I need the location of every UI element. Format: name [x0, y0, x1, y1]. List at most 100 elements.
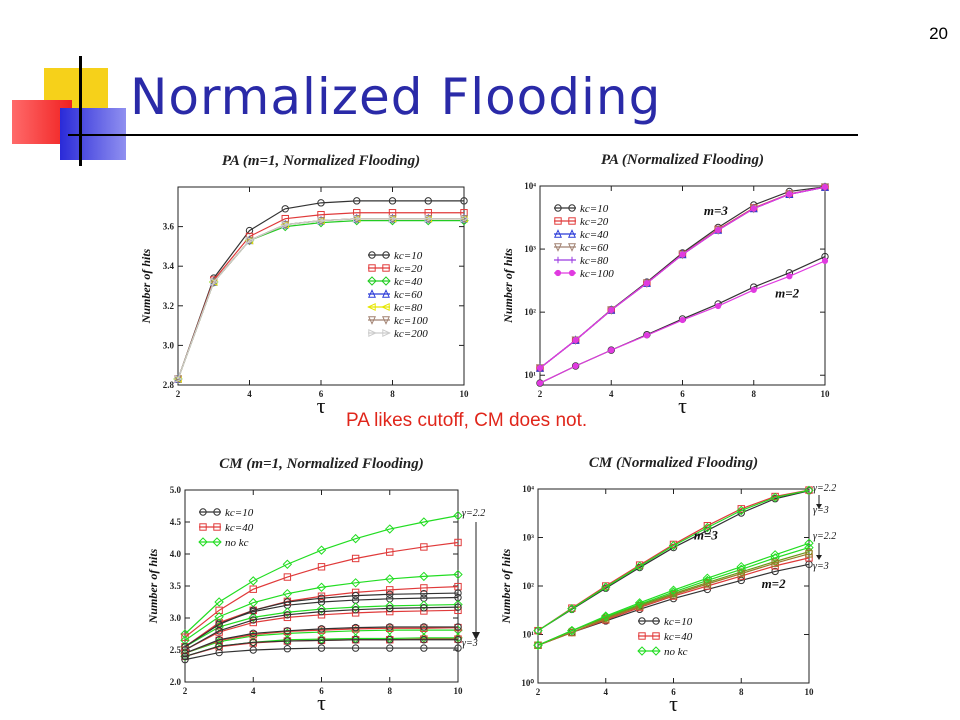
legend-label: kc=60 — [580, 242, 609, 254]
data-point — [317, 625, 326, 633]
legend-entry: kc=20 — [368, 263, 423, 275]
x-tick-label: 4 — [604, 687, 609, 697]
y-tick-label: 2.8 — [163, 380, 175, 390]
data-point — [454, 603, 462, 611]
annotation: γ=3 — [462, 638, 478, 649]
data-point — [669, 591, 678, 599]
x-tick-label: 8 — [752, 389, 757, 399]
deco-vertical-line — [79, 56, 82, 166]
data-point — [804, 542, 814, 553]
data-point — [317, 636, 326, 645]
chart-title: CM (Normalized Flooding) — [589, 455, 758, 471]
data-point — [454, 623, 462, 631]
legend-marker — [554, 204, 562, 212]
legend-entry: kc=100 — [554, 268, 614, 280]
data-point — [460, 214, 469, 223]
y-tick-label: 4.5 — [170, 517, 182, 527]
data-point — [419, 600, 429, 610]
legend-marker — [212, 537, 222, 547]
y-tick-label: 2.5 — [170, 645, 182, 655]
legend-marker — [638, 632, 646, 640]
chart-title: CM (m=1, Normalized Flooding) — [219, 456, 423, 472]
data-point — [214, 597, 224, 607]
series-unlabeled-7 — [534, 486, 813, 635]
slide-title: Normalized Flooding — [130, 68, 662, 126]
series-line — [537, 489, 810, 632]
y-axis-label: Number of hits — [499, 548, 513, 624]
data-point — [281, 220, 291, 229]
legend-entry: no kc — [198, 537, 249, 549]
chart-title: PA (Normalized Flooding) — [601, 152, 764, 168]
legend-label: kc=100 — [580, 268, 614, 280]
x-tick-label: 2 — [183, 686, 188, 696]
data-point — [215, 648, 223, 657]
data-point — [249, 618, 257, 627]
series-unlabeled-5 — [180, 599, 463, 652]
series-unlabeled-3 — [181, 538, 462, 641]
data-point — [750, 205, 757, 212]
data-point — [643, 280, 650, 287]
legend-marker — [382, 316, 390, 325]
y-axis-label: Number of hits — [146, 548, 160, 624]
series-no-kc — [180, 510, 463, 639]
data-point — [821, 257, 829, 264]
legend-entry: kc=80 — [367, 302, 423, 314]
legend-label: kc=10 — [664, 616, 693, 628]
legend-marker — [638, 617, 646, 625]
data-point — [770, 492, 780, 503]
data-point — [643, 332, 650, 339]
y-tick-label: 10¹ — [524, 370, 536, 380]
legend-label: kc=20 — [394, 263, 423, 275]
data-point — [805, 550, 813, 558]
data-point — [317, 607, 326, 616]
data-point — [419, 571, 429, 582]
y-axis-label: Number of hits — [139, 248, 153, 324]
data-point — [715, 302, 722, 310]
data-point — [351, 591, 360, 600]
y-tick-label: 3.4 — [163, 261, 175, 271]
legend-marker — [382, 264, 390, 272]
legend-marker — [382, 329, 391, 337]
data-point — [353, 197, 361, 205]
data-point — [245, 236, 255, 245]
legend-marker — [382, 289, 390, 298]
data-point — [420, 543, 428, 551]
data-point — [608, 306, 615, 314]
data-point — [454, 636, 462, 644]
data-point — [317, 563, 326, 571]
data-point — [351, 623, 360, 632]
x-tick-label: 4 — [251, 686, 256, 696]
x-axis-label: τ — [669, 691, 678, 716]
legend-marker — [568, 256, 576, 264]
data-point — [536, 379, 544, 387]
slide-number: 20 — [929, 24, 948, 43]
x-tick-label: 6 — [680, 389, 685, 399]
legend-marker — [368, 289, 376, 298]
x-axis-label: τ — [317, 393, 326, 418]
y-tick-label: 3.2 — [163, 301, 175, 311]
y-tick-label: 10⁴ — [524, 181, 536, 191]
y-tick-label: 3.0 — [163, 340, 175, 350]
series-line — [184, 626, 458, 654]
series-line — [184, 541, 459, 638]
legend-marker — [368, 329, 377, 337]
data-point — [679, 251, 686, 258]
data-point — [786, 191, 793, 198]
series-unlabeled-7 — [536, 257, 829, 387]
data-point — [601, 582, 611, 592]
data-point — [283, 645, 292, 653]
x-tick-label: 2 — [538, 389, 543, 399]
legend-marker — [381, 303, 390, 311]
x-tick-label: 4 — [609, 389, 614, 399]
legend-entry: kc=200 — [368, 328, 428, 340]
data-point — [786, 273, 793, 280]
annotation: m=2 — [762, 576, 787, 591]
legend-marker — [554, 256, 562, 264]
data-point — [245, 232, 254, 241]
y-tick-label: 3.5 — [170, 581, 182, 591]
data-point — [420, 604, 428, 612]
legend-marker — [381, 276, 391, 286]
legend-label: kc=20 — [580, 216, 609, 228]
